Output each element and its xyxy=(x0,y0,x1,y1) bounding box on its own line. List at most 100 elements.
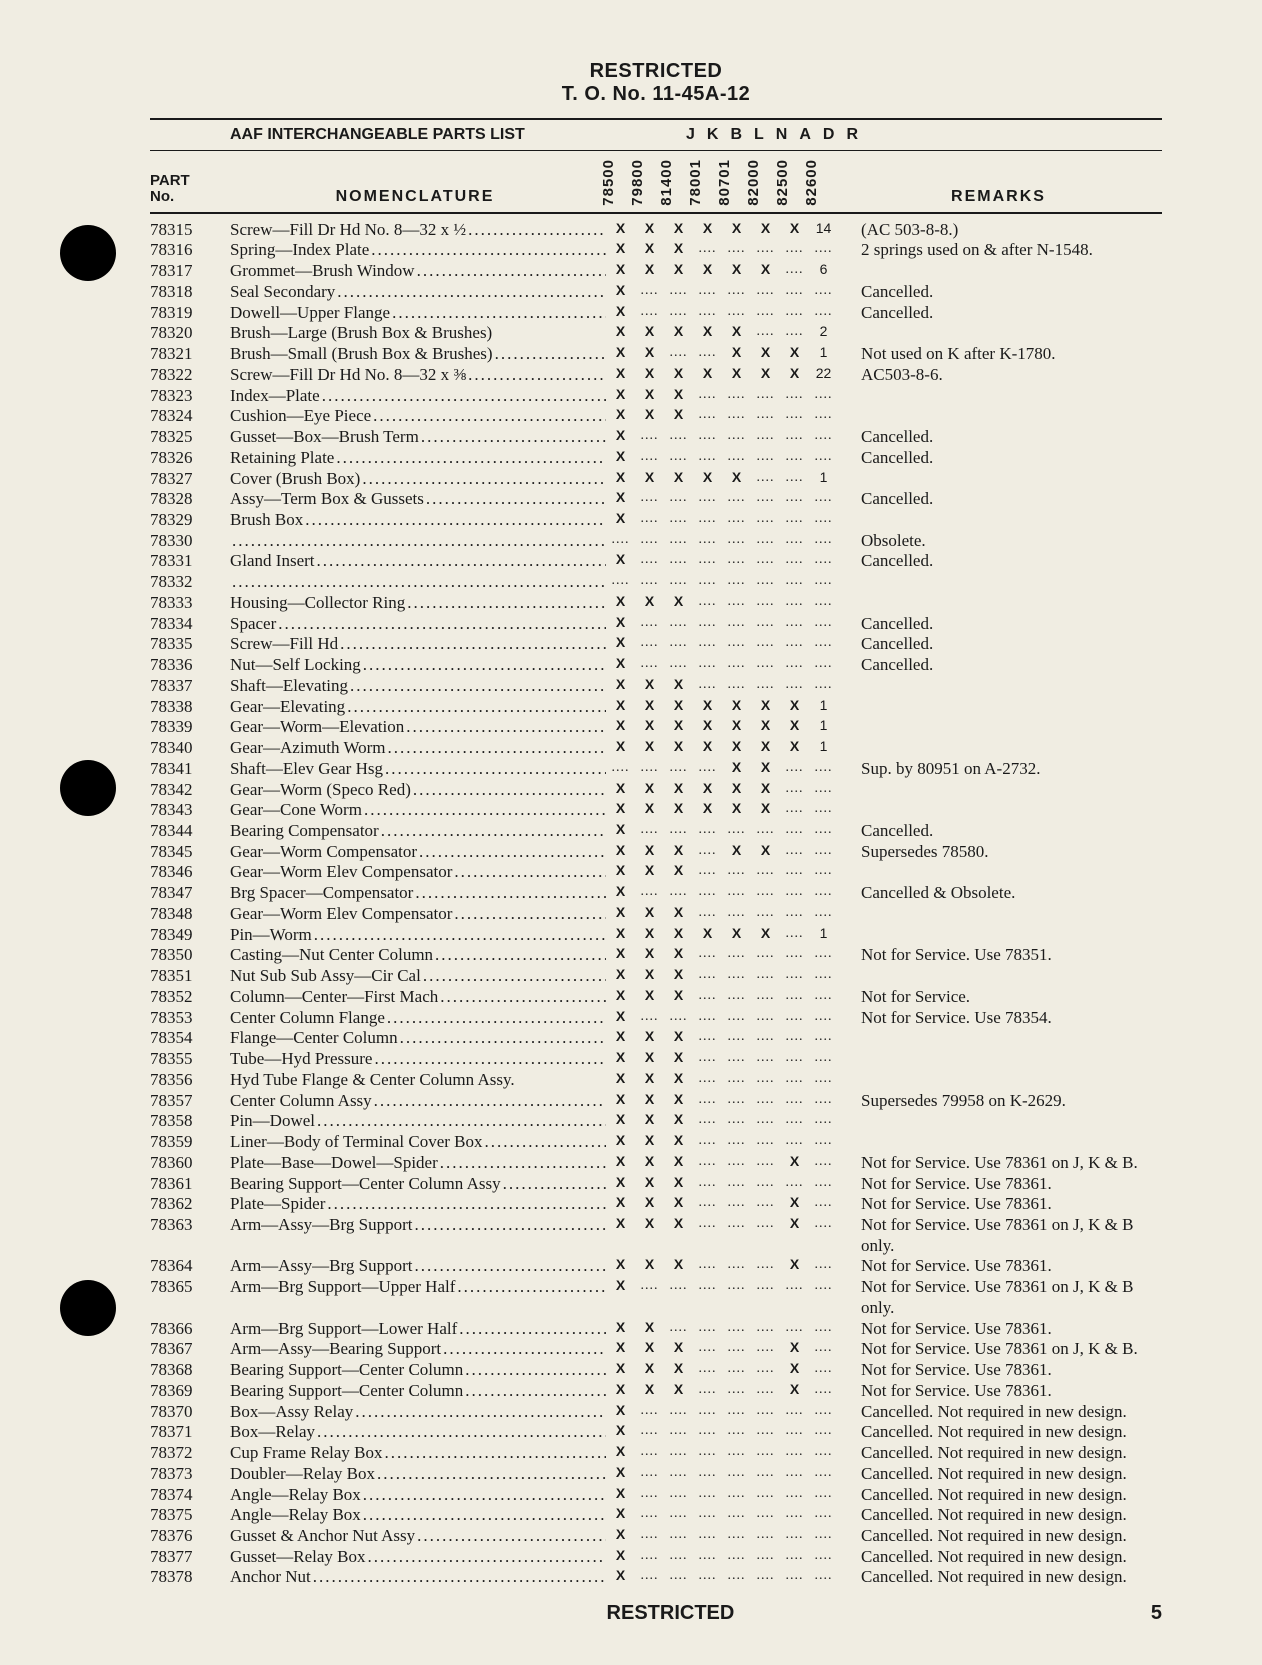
mark: .... xyxy=(809,551,838,572)
mark: .... xyxy=(751,655,780,676)
mark: X xyxy=(606,655,635,676)
table-row: 78321Brush—Small (Brush Box & Brushes)XX… xyxy=(150,344,1162,365)
mark: .... xyxy=(809,655,838,676)
table-row: 78374Angle—Relay BoxX...................… xyxy=(150,1485,1162,1506)
cell-remarks xyxy=(841,1028,1162,1049)
mark: X xyxy=(722,323,751,344)
mark: X xyxy=(664,904,693,925)
mark: X xyxy=(664,1339,693,1360)
cell-remarks xyxy=(841,572,1162,593)
mark: X xyxy=(664,1256,693,1277)
mark: .... xyxy=(722,1339,751,1360)
cell-nomenclature: Cover (Brush Box) xyxy=(230,469,606,490)
mark: .... xyxy=(722,1277,751,1298)
mark: X xyxy=(780,1256,809,1277)
mark: X xyxy=(606,1319,635,1340)
cell-remarks: Not for Service. Use 78361. xyxy=(841,1194,1162,1215)
mark: .... xyxy=(751,966,780,987)
mark: X xyxy=(635,1339,664,1360)
cell-remarks: Supersedes 78580. xyxy=(841,842,1162,863)
table-row: 78325Gusset—Box—Brush TermX.............… xyxy=(150,427,1162,448)
mark: .... xyxy=(635,821,664,842)
mark: .... xyxy=(722,1070,751,1091)
punch-hole xyxy=(60,1280,116,1336)
mark: .... xyxy=(780,1008,809,1029)
cell-models: X............................ xyxy=(606,1505,841,1526)
cell-nomenclature: Brush—Small (Brush Box & Brushes) xyxy=(230,344,606,365)
cell-remarks: Not for Service. Use 78361. xyxy=(841,1256,1162,1277)
cell-part-no: 78378 xyxy=(150,1567,230,1588)
cell-nomenclature: Tube—Hyd Pressure xyxy=(230,1049,606,1070)
mark: X xyxy=(664,240,693,261)
cell-nomenclature: Liner—Body of Terminal Cover Box xyxy=(230,1132,606,1153)
cell-part-no: 78361 xyxy=(150,1174,230,1195)
mark: .... xyxy=(693,551,722,572)
mark: X xyxy=(751,365,780,386)
mark: X xyxy=(664,780,693,801)
model-code: 81400 xyxy=(658,159,687,206)
mark: .... xyxy=(635,1464,664,1485)
cell-models: XXXXXXX1 xyxy=(606,717,841,738)
cell-nomenclature xyxy=(230,572,606,593)
mark: .... xyxy=(809,240,838,261)
mark: X xyxy=(751,697,780,718)
mark: .... xyxy=(751,1464,780,1485)
cell-part-no: 78368 xyxy=(150,1360,230,1381)
mark: X xyxy=(635,1111,664,1132)
mark: .... xyxy=(780,655,809,676)
mark: .... xyxy=(751,1153,780,1174)
cell-models: X............................ xyxy=(606,1526,841,1547)
cell-part-no: 78321 xyxy=(150,344,230,365)
mark: .... xyxy=(693,759,722,780)
mark: X xyxy=(635,1153,664,1174)
mark: .... xyxy=(693,1256,722,1277)
mark: X xyxy=(780,717,809,738)
mark: 1 xyxy=(809,717,838,738)
mark: X xyxy=(693,365,722,386)
cell-models: X............................ xyxy=(606,448,841,469)
cell-nomenclature: Brg Spacer—Compensator xyxy=(230,883,606,904)
mark: .... xyxy=(751,1381,780,1402)
mark: .... xyxy=(751,427,780,448)
mark: .... xyxy=(780,303,809,324)
table-row: 78378Anchor NutX........................… xyxy=(150,1567,1162,1588)
mark: X xyxy=(606,966,635,987)
mark: .... xyxy=(780,240,809,261)
mark: .... xyxy=(722,531,751,552)
mark: .... xyxy=(780,676,809,697)
mark: .... xyxy=(722,1256,751,1277)
cell-models: XXXXXX....1 xyxy=(606,925,841,946)
mark: .... xyxy=(722,303,751,324)
mark: X xyxy=(606,261,635,282)
mark: X xyxy=(780,344,809,365)
mark: 14 xyxy=(809,220,838,241)
cell-nomenclature: Bearing Support—Center Column Assy xyxy=(230,1174,606,1195)
mark: .... xyxy=(751,551,780,572)
list-title: AAF INTERCHANGEABLE PARTS LIST xyxy=(150,126,680,144)
mark: .... xyxy=(693,1049,722,1070)
mark: .... xyxy=(751,1049,780,1070)
mark: .... xyxy=(722,1319,751,1340)
cell-remarks xyxy=(841,1049,1162,1070)
mark: X xyxy=(635,261,664,282)
mark: .... xyxy=(722,1028,751,1049)
mark: .... xyxy=(606,531,635,552)
model-code: 80701 xyxy=(716,159,745,206)
mark: X xyxy=(664,862,693,883)
cell-remarks xyxy=(841,261,1162,282)
cell-part-no: 78369 xyxy=(150,1381,230,1402)
cell-models: XXX.................... xyxy=(606,240,841,261)
cell-nomenclature: Flange—Center Column xyxy=(230,1028,606,1049)
mark: .... xyxy=(751,1360,780,1381)
cell-remarks: only. xyxy=(841,1236,1162,1257)
mark: .... xyxy=(809,593,838,614)
mark: .... xyxy=(635,614,664,635)
cell-part-no: 78342 xyxy=(150,780,230,801)
mark: X xyxy=(606,1505,635,1526)
mark: X xyxy=(664,1070,693,1091)
cell-part-no: 78325 xyxy=(150,427,230,448)
cell-remarks: Cancelled. xyxy=(841,634,1162,655)
table-superheader: AAF INTERCHANGEABLE PARTS LIST JKBLNADR xyxy=(150,122,1162,148)
table-row: 78331Gland InsertX......................… xyxy=(150,551,1162,572)
mark: X xyxy=(635,945,664,966)
